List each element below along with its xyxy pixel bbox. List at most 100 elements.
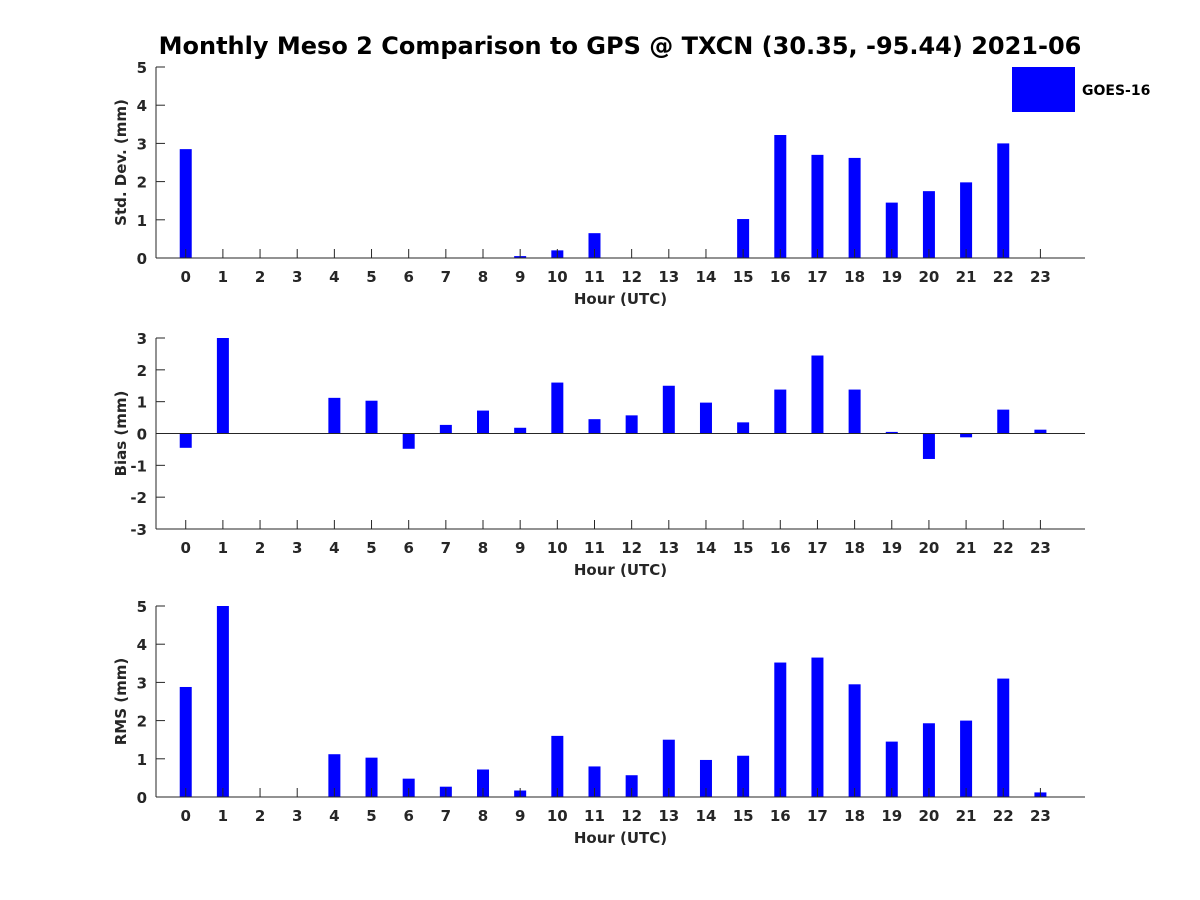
rms-x-axis-label: Hour (UTC) xyxy=(574,829,667,847)
std-dev-y-tick-label: 3 xyxy=(137,135,147,153)
std-dev-x-tick-label: 15 xyxy=(733,268,754,286)
bias-bar-5 xyxy=(365,400,378,434)
rms-bar-11 xyxy=(588,766,601,797)
rms-bar-12 xyxy=(625,775,638,797)
std-dev-bar-18 xyxy=(848,157,861,258)
rms-y-axis-label: RMS (mm) xyxy=(112,658,130,745)
rms-x-tick-label: 2 xyxy=(255,807,265,825)
rms-y-tick-label: 0 xyxy=(137,789,147,807)
rms-y-tick-label: 1 xyxy=(137,751,147,769)
rms-bar-8 xyxy=(477,769,490,797)
bias-bar-18 xyxy=(848,389,861,434)
bias-bar-17 xyxy=(811,355,824,434)
std-dev-panel: 0 1 2 3 4 5 6 7 8 9 10 11 12 13 14 15 16 17 18 19 20 21 22 2301… xyxy=(112,59,1085,308)
legend: GOES-16 xyxy=(1012,67,1150,112)
std-dev-x-tick-label: 4 xyxy=(329,268,339,286)
std-dev-bar-15 xyxy=(737,219,750,258)
bias-x-tick-label: 10 xyxy=(547,539,568,557)
rms-x-tick-label: 20 xyxy=(918,807,939,825)
rms-bar-15 xyxy=(737,755,750,797)
std-dev-x-tick-label: 13 xyxy=(658,268,679,286)
bias-bar-4 xyxy=(328,397,341,434)
bias-x-tick-label: 7 xyxy=(441,539,451,557)
rms-x-tick-label: 13 xyxy=(658,807,679,825)
bias-bar-19 xyxy=(885,431,898,434)
std-dev-y-axis-label: Std. Dev. (mm) xyxy=(112,99,130,226)
bias-bar-11 xyxy=(588,419,601,434)
rms-x-tick-label: 19 xyxy=(881,807,902,825)
std-dev-bar-11 xyxy=(588,233,601,258)
bias-y-tick-label: -2 xyxy=(130,489,147,507)
std-dev-x-tick-label: 1 xyxy=(218,268,228,286)
std-dev-x-tick-label: 10 xyxy=(547,268,568,286)
bias-y-tick-label: 3 xyxy=(137,330,147,348)
bias-bar-1 xyxy=(216,338,229,434)
std-dev-x-tick-label: 19 xyxy=(881,268,902,286)
rms-bar-22 xyxy=(997,678,1010,797)
rms-panel: 0 1 2 3 4 5 6 7 8 9 10 11 12 13 14 15 16 17 18 19 20 21 22 2301… xyxy=(112,598,1085,847)
rms-y-tick-label: 2 xyxy=(137,713,147,731)
std-dev-y-tick-label: 0 xyxy=(137,250,147,268)
bias-bar-7 xyxy=(439,424,452,434)
bias-bar-22 xyxy=(997,409,1010,434)
legend-swatch xyxy=(1012,67,1075,112)
std-dev-bar-20 xyxy=(922,191,935,258)
bias-bar-16 xyxy=(774,389,787,434)
rms-x-tick-label: 4 xyxy=(329,807,339,825)
bias-y-tick-label: -1 xyxy=(130,457,147,475)
rms-x-tick-label: 9 xyxy=(515,807,525,825)
bias-x-tick-label: 3 xyxy=(292,539,302,557)
std-dev-x-tick-label: 20 xyxy=(918,268,939,286)
rms-x-tick-label: 15 xyxy=(733,807,754,825)
rms-bar-5 xyxy=(365,757,378,797)
rms-x-tick-label: 21 xyxy=(956,807,977,825)
rms-x-tick-label: 10 xyxy=(547,807,568,825)
rms-x-tick-label: 0 xyxy=(181,807,191,825)
rms-x-tick-label: 11 xyxy=(584,807,605,825)
bias-x-tick-label: 19 xyxy=(881,539,902,557)
std-dev-x-tick-label: 0 xyxy=(181,268,191,286)
bias-panel: 0 1 2 3 4 5 6 7 8 9 10 11 12 13 14 15 16 17 18 19 20 21 22 23-3… xyxy=(112,330,1085,579)
rms-bar-13 xyxy=(662,739,675,797)
rms-y-tick-label: 5 xyxy=(137,598,147,616)
std-dev-x-tick-label: 3 xyxy=(292,268,302,286)
bias-x-tick-label: 8 xyxy=(478,539,488,557)
bias-x-tick-label: 2 xyxy=(255,539,265,557)
std-dev-bar-16 xyxy=(774,135,787,258)
rms-x-tick-label: 3 xyxy=(292,807,302,825)
bias-x-tick-label: 20 xyxy=(918,539,939,557)
bias-x-axis-label: Hour (UTC) xyxy=(574,561,667,579)
std-dev-x-tick-label: 7 xyxy=(441,268,451,286)
bias-y-tick-label: 2 xyxy=(137,362,147,380)
bias-x-tick-label: 9 xyxy=(515,539,525,557)
rms-x-tick-label: 5 xyxy=(366,807,376,825)
std-dev-y-tick-label: 4 xyxy=(137,97,147,115)
std-dev-x-tick-label: 12 xyxy=(621,268,642,286)
std-dev-bar-22 xyxy=(997,143,1010,258)
bias-bar-14 xyxy=(699,402,712,434)
rms-bar-16 xyxy=(774,662,787,797)
rms-bar-1 xyxy=(216,606,229,797)
std-dev-x-tick-label: 6 xyxy=(403,268,413,286)
bias-bar-20 xyxy=(922,433,935,459)
rms-bar-18 xyxy=(848,684,861,797)
bias-y-tick-label: -3 xyxy=(130,521,147,539)
std-dev-x-tick-label: 22 xyxy=(993,268,1014,286)
rms-bar-6 xyxy=(402,778,415,797)
bias-x-tick-label: 16 xyxy=(770,539,791,557)
std-dev-x-tick-label: 2 xyxy=(255,268,265,286)
std-dev-x-tick-label: 11 xyxy=(584,268,605,286)
rms-x-tick-label: 17 xyxy=(807,807,828,825)
std-dev-x-tick-label: 8 xyxy=(478,268,488,286)
rms-x-tick-label: 1 xyxy=(218,807,228,825)
bias-bar-13 xyxy=(662,385,675,434)
bias-bar-12 xyxy=(625,415,638,434)
legend-label: GOES-16 xyxy=(1082,83,1150,99)
std-dev-x-tick-label: 17 xyxy=(807,268,828,286)
chart-title: Monthly Meso 2 Comparison to GPS @ TXCN … xyxy=(159,32,1082,60)
bias-x-tick-label: 1 xyxy=(218,539,228,557)
bias-x-tick-label: 22 xyxy=(993,539,1014,557)
rms-bar-21 xyxy=(960,720,973,797)
std-dev-x-tick-label: 9 xyxy=(515,268,525,286)
bias-x-tick-label: 12 xyxy=(621,539,642,557)
